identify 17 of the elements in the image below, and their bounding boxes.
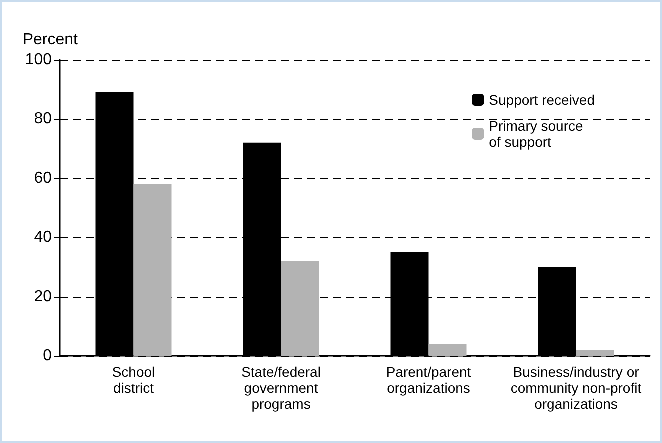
y-tick-label: 60 xyxy=(34,170,52,187)
x-tick-label: State/federal government programs xyxy=(242,364,321,412)
y-tick-label: 100 xyxy=(25,52,52,68)
y-tick-label: 0 xyxy=(43,348,52,364)
bar xyxy=(281,261,320,356)
y-axis-title: Percent xyxy=(22,32,79,48)
x-tick-label: Business/industry or community non-profit organizations xyxy=(510,364,642,412)
x-tick-label: School district xyxy=(112,364,156,396)
bar xyxy=(134,184,172,356)
y-tick-label: 20 xyxy=(34,288,52,306)
y-tick-label: 80 xyxy=(34,110,52,128)
x-tick-label: Parent/parent organizations xyxy=(386,364,472,396)
bar xyxy=(428,344,467,356)
legend-label: Support received xyxy=(489,92,596,108)
bar xyxy=(576,350,614,356)
y-tick-label: 40 xyxy=(34,229,52,246)
legend-label: Primary source of support xyxy=(489,118,584,150)
